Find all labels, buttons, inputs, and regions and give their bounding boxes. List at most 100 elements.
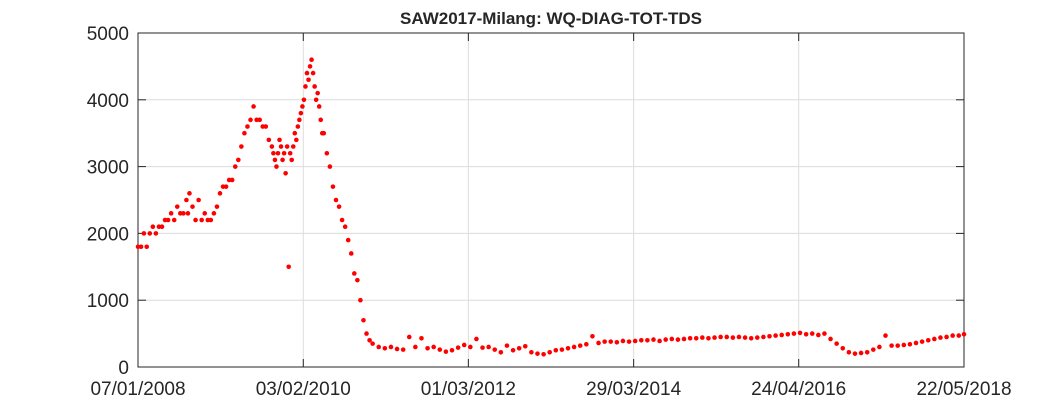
data-point (313, 97, 319, 103)
data-point (919, 339, 925, 344)
data-point (736, 334, 742, 340)
data-point (278, 144, 284, 149)
data-point (196, 197, 201, 203)
data-point (232, 164, 238, 169)
data-point (706, 335, 711, 341)
data-point (309, 57, 314, 63)
data-point (150, 224, 156, 230)
data-point (932, 336, 937, 342)
x-tick-label: 22/05/2018 (916, 379, 1011, 400)
data-point (864, 350, 870, 355)
data-point (510, 348, 516, 353)
data-point (310, 70, 316, 76)
data-point (797, 330, 803, 336)
data-point (913, 340, 919, 346)
data-point (159, 224, 165, 230)
data-point (907, 341, 913, 347)
data-point (565, 346, 571, 351)
data-point (614, 339, 620, 345)
data-point (620, 338, 626, 344)
data-point (828, 336, 833, 342)
data-point (834, 341, 839, 346)
data-point (304, 70, 310, 76)
data-point (245, 124, 250, 129)
data-point (187, 191, 192, 196)
data-point (657, 338, 662, 344)
data-point (248, 117, 253, 123)
data-point (938, 335, 943, 340)
data-point (214, 204, 220, 209)
data-point (413, 344, 418, 350)
data-point (229, 177, 235, 183)
data-point (277, 137, 282, 143)
data-point (193, 217, 198, 223)
data-point (294, 137, 299, 143)
data-point (330, 184, 336, 189)
data-point (272, 157, 278, 163)
data-point (138, 244, 144, 250)
data-point (361, 317, 366, 323)
data-point (956, 333, 962, 338)
data-point (461, 342, 467, 348)
data-point (199, 217, 204, 223)
data-point (316, 104, 322, 109)
y-tick-label: 4000 (87, 91, 129, 112)
data-point (950, 333, 955, 338)
data-point (307, 64, 313, 69)
data-point (312, 84, 317, 89)
data-point (275, 150, 281, 156)
data-point (858, 350, 864, 356)
data-point (321, 130, 327, 136)
data-point (663, 337, 668, 342)
data-point (318, 117, 324, 123)
data-point (257, 117, 262, 123)
data-point (730, 335, 736, 340)
data-point (840, 346, 846, 351)
data-point (280, 157, 285, 163)
data-point (437, 347, 443, 352)
data-point (791, 331, 797, 336)
data-point (455, 345, 461, 350)
data-point (961, 331, 967, 337)
data-point (590, 333, 595, 339)
data-point (742, 335, 748, 340)
data-point (406, 334, 412, 340)
data-point (492, 347, 498, 352)
data-point (185, 211, 191, 216)
data-point (669, 336, 675, 342)
data-point (333, 197, 339, 203)
data-point (925, 337, 931, 343)
data-point (584, 341, 589, 347)
data-point (290, 144, 296, 149)
data-point (529, 350, 534, 355)
y-tick-label: 2000 (87, 224, 129, 245)
x-tick-label: 01/03/2012 (421, 379, 516, 400)
data-point (516, 346, 522, 351)
data-point (165, 217, 171, 223)
data-points (135, 57, 967, 357)
x-tick-label: 24/04/2016 (751, 379, 846, 400)
data-point (217, 191, 223, 196)
data-point (153, 231, 159, 236)
data-point (700, 335, 705, 340)
y-tick-label: 0 (118, 358, 129, 379)
data-point (718, 334, 723, 340)
data-point (577, 343, 583, 348)
plot-area-frame (137, 32, 965, 368)
axis-ticks: 0 1000 2000 3000 4000 5000 07/01/2008 03/02/201… (87, 24, 1012, 400)
data-point (846, 350, 852, 355)
data-point (345, 237, 351, 243)
data-point (535, 351, 540, 356)
data-point (547, 350, 552, 355)
data-point (675, 337, 681, 342)
data-point (419, 335, 424, 341)
data-point (541, 352, 546, 357)
data-point (283, 170, 288, 176)
data-point (693, 335, 699, 341)
data-point (287, 150, 293, 156)
data-point (425, 346, 430, 351)
data-point (242, 130, 247, 136)
data-point (651, 337, 656, 342)
